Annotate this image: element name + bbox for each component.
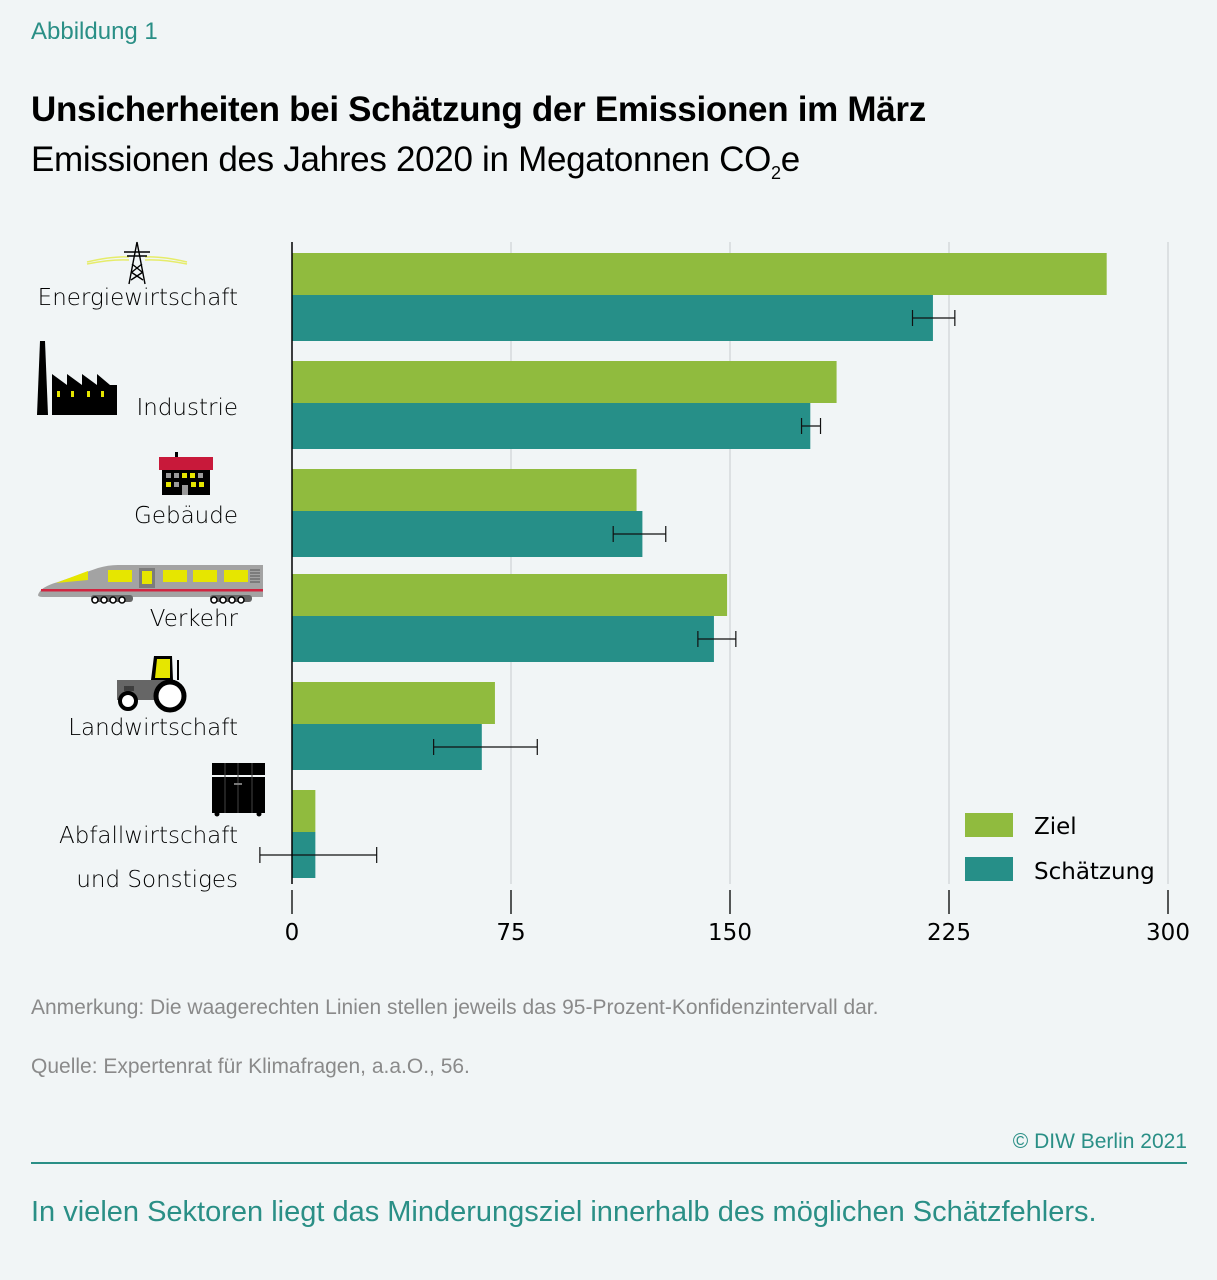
category-labels: Energiewirtschaft Industrie Gebäude Verkehr…	[38, 285, 239, 893]
footer-caption: In vielen Sektoren liegt das Minderungsz…	[31, 1196, 1097, 1228]
tick-label: 300	[1146, 920, 1190, 946]
factory-icon	[37, 341, 117, 415]
train-icon	[38, 565, 263, 604]
bar-schaetzung	[292, 616, 714, 662]
legend-label-ziel: Ziel	[1034, 814, 1077, 840]
annotation-note: Anmerkung: Die waagerechten Linien stell…	[31, 996, 879, 1019]
error-bar	[800, 418, 822, 434]
bar-schaetzung	[292, 295, 933, 341]
bar-ziel	[292, 361, 837, 403]
building-icon	[159, 452, 213, 495]
subtitle-subscript: 2	[771, 163, 781, 183]
waste-container-icon	[212, 763, 265, 817]
bar-ziel	[292, 253, 1107, 295]
bar-schaetzung	[292, 511, 643, 557]
tick-label: 225	[927, 920, 971, 946]
error-bar	[259, 847, 378, 863]
subtitle-text: Emissionen des Jahres 2020 in Megatonnen…	[31, 140, 772, 179]
error-bar	[433, 739, 538, 755]
tick-label: 0	[285, 920, 300, 946]
legend-swatch-schaetzung	[965, 857, 1013, 881]
category-label: Gebäude	[134, 503, 238, 529]
category-label: Industrie	[136, 395, 238, 421]
category-icons	[37, 241, 265, 817]
legend: Ziel Schätzung	[965, 813, 1155, 885]
bars	[292, 253, 1107, 878]
bar-ziel	[292, 469, 637, 511]
power-pylon-icon	[86, 241, 188, 285]
bar-ziel	[292, 682, 495, 724]
grid-lines	[510, 242, 1169, 884]
tractor-icon	[117, 656, 187, 713]
legend-label-schaetzung: Schätzung	[1034, 859, 1155, 885]
tick-label: 75	[496, 920, 525, 946]
divider	[31, 1162, 1187, 1164]
bar-ziel	[292, 790, 316, 832]
error-bars	[259, 310, 956, 863]
category-label: Energiewirtschaft	[38, 285, 238, 311]
legend-swatch-ziel	[965, 813, 1013, 837]
copyright: © DIW Berlin 2021	[1012, 1130, 1187, 1153]
source-note: Quelle: Expertenrat für Klimafragen, a.a…	[31, 1055, 470, 1078]
category-label: Landwirtschaft	[68, 715, 238, 741]
error-bar	[697, 631, 737, 647]
bar-chart: 0 75 150 225 300 Energiewirtschaft Industrie G…	[37, 241, 1190, 946]
category-label: und Sonstiges	[76, 867, 238, 893]
tick-label: 150	[708, 920, 752, 946]
subtitle-suffix: e	[780, 140, 800, 179]
chart-subtitle: Emissionen des Jahres 2020 in Megatonnen…	[31, 140, 800, 184]
chart-title: Unsicherheiten bei Schätzung der Emissio…	[31, 90, 926, 129]
bar-ziel	[292, 574, 728, 616]
error-bar	[911, 310, 956, 326]
category-label: Verkehr	[150, 606, 239, 632]
bar-schaetzung	[292, 403, 811, 449]
category-label: Abfallwirtschaft	[59, 823, 238, 849]
x-axis: 0 75 150 225 300	[285, 890, 1190, 946]
figure-label: Abbildung 1	[31, 18, 158, 45]
error-bar	[612, 526, 667, 542]
